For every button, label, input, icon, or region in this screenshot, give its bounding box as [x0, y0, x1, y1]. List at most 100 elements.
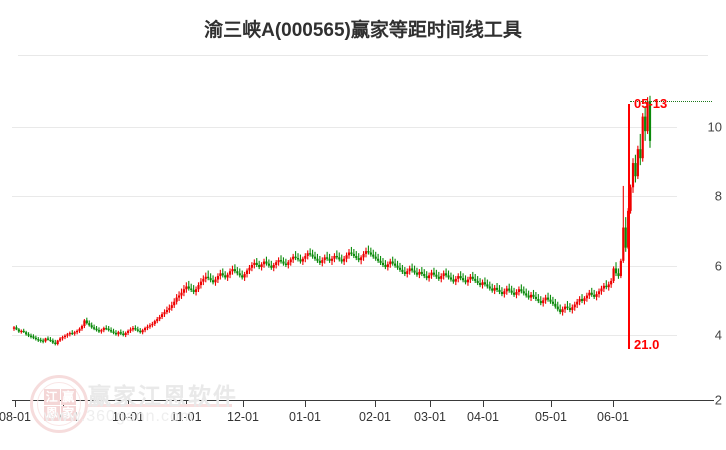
candle-body [617, 273, 620, 277]
candle-body [510, 290, 513, 293]
candle-body [175, 297, 178, 302]
candle-body [498, 289, 501, 293]
candle-body [602, 285, 605, 289]
candle-body [576, 301, 579, 305]
candle-body [389, 261, 392, 265]
grid-line [12, 127, 677, 128]
candle-body [243, 273, 246, 278]
candle-body [219, 273, 222, 277]
candle-body [146, 326, 149, 329]
x-axis-label: 03-01 [414, 410, 446, 424]
candle-body [367, 251, 370, 253]
candle-body [610, 280, 613, 285]
candle-body [289, 259, 292, 263]
candle-body [488, 286, 491, 289]
candle-body [360, 257, 363, 261]
candle-body [474, 278, 477, 281]
candle-body [37, 339, 40, 341]
time-marker-line[interactable] [628, 104, 630, 349]
candle-body [362, 253, 365, 258]
candle-body [316, 258, 319, 261]
candle-body [418, 271, 421, 275]
candle-body [559, 309, 562, 313]
candle-body [629, 187, 632, 211]
candle-body [54, 342, 57, 345]
x-axis-label: 04-01 [467, 410, 499, 424]
candle-body [634, 163, 637, 177]
candle-body [202, 278, 205, 282]
candle-body [136, 329, 139, 331]
y-axis-label: 2 [714, 392, 722, 408]
candle-body [430, 272, 433, 276]
candle-body [597, 291, 601, 295]
candle-body [323, 257, 326, 261]
candle-body [381, 262, 385, 265]
candle-body [182, 289, 186, 293]
candle-body [122, 333, 125, 335]
candle-body [571, 307, 574, 311]
y-axis-label: 4 [714, 327, 722, 343]
candle-body [221, 273, 224, 276]
candle-body [258, 264, 261, 268]
candle-body [350, 252, 353, 254]
candle-body [170, 305, 173, 308]
candle-body [102, 328, 105, 331]
candle-body [471, 276, 474, 279]
candle-body [357, 258, 360, 261]
candle-body [279, 260, 283, 262]
candle-body [216, 276, 220, 280]
candle-body [520, 289, 523, 292]
candle-body [80, 325, 84, 329]
candle-body [241, 275, 244, 278]
candle-body [512, 292, 516, 295]
candle-body [93, 327, 96, 329]
x-axis-tick [613, 400, 614, 407]
candle-body [294, 256, 297, 259]
candle-body [156, 319, 159, 322]
candle-body [185, 286, 188, 290]
candle-body [90, 325, 93, 328]
candle-body [619, 260, 622, 277]
candle-body [32, 336, 35, 338]
candle-body [372, 254, 375, 257]
candle-body [328, 258, 331, 261]
candle-body [391, 261, 394, 264]
candle-body [423, 273, 426, 277]
candle-body [452, 279, 455, 282]
candle-body [296, 258, 300, 260]
candle-body [454, 278, 457, 282]
candle-body [326, 257, 329, 259]
candle-body [563, 306, 567, 310]
candle-body [624, 227, 627, 248]
candle-body [481, 282, 484, 286]
candle-body [168, 307, 171, 311]
candle-body [343, 258, 346, 262]
candle-body [476, 280, 479, 283]
candle-body [648, 101, 652, 141]
candle-body [126, 330, 130, 333]
candlestick-series[interactable] [0, 56, 726, 450]
candle-body [29, 335, 33, 337]
candle-body [109, 330, 113, 332]
candle-body [88, 323, 91, 326]
candle-body [17, 329, 20, 332]
candle-body [447, 275, 450, 278]
candle-body [197, 285, 200, 290]
candle-body [233, 269, 237, 272]
candle-body [238, 273, 241, 276]
candle-body [270, 265, 273, 268]
x-axis-label: 09-01 [47, 410, 79, 424]
candle-body [46, 338, 50, 340]
candle-body [158, 316, 161, 320]
x-axis-label: 10-01 [112, 410, 144, 424]
candle-body [73, 332, 76, 334]
candle-body [369, 252, 372, 255]
candle-body [542, 300, 545, 304]
candle-body [583, 298, 586, 302]
candle-body [51, 340, 54, 343]
candle-body [566, 306, 569, 308]
candle-body [275, 262, 278, 265]
candle-body [529, 294, 533, 298]
candle-body [330, 258, 334, 261]
candle-body [631, 163, 635, 188]
